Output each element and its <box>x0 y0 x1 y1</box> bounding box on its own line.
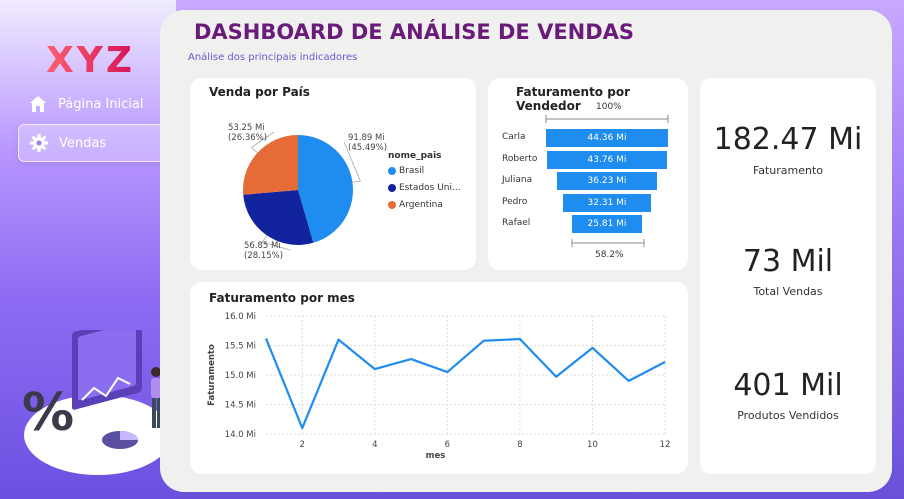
line-point[interactable] <box>589 345 595 351</box>
x-tick-label: 8 <box>517 440 522 450</box>
line-point[interactable] <box>408 356 414 362</box>
funnel-top-pct: 100% <box>596 102 622 112</box>
nav-item-pagina-inicial[interactable]: Página Inicial <box>18 86 170 122</box>
legend-item-argentina[interactable]: Argentina <box>388 200 443 210</box>
funnel-bar[interactable]: 36.23 Mi <box>557 172 657 190</box>
nav-item-vendas[interactable]: Vendas <box>18 124 172 162</box>
funnel-title: Faturamento por Vendedor <box>516 85 630 113</box>
page-subtitle: Análise dos principais indicadores <box>188 52 358 63</box>
line-chart[interactable]: 14.0 Mi 14.5 Mi 15.0 Mi 15.5 Mi 16.0 Mi 2 4 6 8 1… <box>190 282 688 474</box>
nav-item-label: Página Inicial <box>58 96 144 112</box>
pie-pct-label: (45.49%) <box>348 143 387 153</box>
legend-label: Argentina <box>399 200 443 210</box>
kpi-total-vendas-value: 73 Mil <box>742 244 834 279</box>
x-tick-label: 2 <box>300 440 305 450</box>
kpi-produtos-label: Produtos Vendidos <box>737 409 839 422</box>
legend-item-estados-unidos[interactable]: Estados Uni... <box>388 183 461 193</box>
kpi-faturamento-label: Faturamento <box>752 164 824 177</box>
pie-chart[interactable]: 91.89 Mi(45.49%) 56.85 Mi(28.15%) 53.25 Mi… <box>190 78 476 270</box>
pie-card[interactable]: Venda por País 91.89 Mi (45.49%) 56.85 Mi(… <box>190 78 476 270</box>
funnel-bar[interactable]: 43.76 Mi <box>546 150 668 169</box>
funnel-bar[interactable]: 44.36 Mi <box>546 129 668 147</box>
svg-text:%: % <box>22 383 74 443</box>
line-point[interactable] <box>299 425 305 431</box>
x-tick-label: 6 <box>445 440 450 450</box>
main-panel: DASHBOARD DE ANÁLISE DE VENDAS Análise d… <box>160 10 892 492</box>
kpi-produtos-value: 401 Mil <box>733 368 843 403</box>
line-series[interactable] <box>264 337 666 430</box>
legend-dot <box>388 167 396 175</box>
y-axis-label: Faturamento <box>207 344 217 406</box>
pie-title: Venda por País <box>209 85 310 99</box>
kpi-total-vendas-label: Total Vendas <box>753 285 823 298</box>
home-icon <box>30 96 46 112</box>
funnel-category-label: Roberto <box>502 153 538 164</box>
line-card[interactable]: Faturamento por mes 14.0 Mi 14.5 Mi 15.0 M… <box>190 282 688 474</box>
gear-icon <box>30 134 48 152</box>
pie-leader-line <box>261 235 291 251</box>
funnel-category-label: Rafael <box>502 218 531 228</box>
legend-label: Estados Uni... <box>399 183 461 193</box>
funnel-card[interactable]: Faturamento por Vendedor 100% 58.2% Carl… <box>488 78 688 270</box>
pie-slice-0[interactable] <box>298 135 353 243</box>
line-point[interactable] <box>481 338 487 344</box>
legend-title: nome_pais <box>388 151 442 161</box>
pie-pct-label: (28.15%) <box>244 251 283 261</box>
pie-slice-2[interactable] <box>243 135 298 195</box>
pie-leader-line <box>343 141 361 183</box>
line-point[interactable] <box>444 369 450 375</box>
funnel-bottom-pct: 58.2% <box>595 250 624 260</box>
analytics-illustration: % <box>22 330 172 475</box>
x-tick-label: 4 <box>372 440 377 450</box>
x-tick-label: 12 <box>660 440 671 450</box>
y-tick-label: 14.0 Mi <box>225 430 256 440</box>
logo: XYZ <box>46 40 135 81</box>
x-axis-label: mes <box>426 451 446 461</box>
sidebar: XYZ Página Inicial Vendas <box>0 0 176 499</box>
pie-slice-1[interactable] <box>243 190 314 245</box>
line-point[interactable] <box>263 335 269 341</box>
funnel-category-label: Juliana <box>502 175 533 185</box>
funnel-bar[interactable]: 25.81 Mi <box>571 215 643 233</box>
y-tick-label: 15.5 Mi <box>225 342 256 352</box>
pie-value-label: 53.25 Mi <box>228 123 265 133</box>
legend-item-brasil[interactable]: Brasil <box>388 166 424 176</box>
line-title: Faturamento por mes <box>209 291 355 305</box>
line-point[interactable] <box>517 336 523 342</box>
funnel-category-label: Pedro <box>502 196 528 207</box>
legend-dot <box>388 184 396 192</box>
pie-pct-label: (26.36%) <box>228 133 267 143</box>
line-point[interactable] <box>336 337 342 343</box>
y-tick-label: 16.0 Mi <box>225 312 256 322</box>
line-point[interactable] <box>553 374 559 380</box>
legend-label: Brasil <box>399 166 425 176</box>
nav-item-label: Vendas <box>59 135 107 151</box>
y-tick-label: 14.5 Mi <box>225 401 256 411</box>
page-title: DASHBOARD DE ANÁLISE DE VENDAS <box>194 20 635 44</box>
line-point[interactable] <box>626 378 632 384</box>
kpi-faturamento-value: 182.47 Mi <box>713 122 863 157</box>
pie-value-label: 91.89 Mi <box>348 133 385 143</box>
line-point[interactable] <box>372 366 378 372</box>
funnel-bracket-lines <box>545 115 669 247</box>
line-point[interactable] <box>662 359 668 365</box>
x-tick-label: 10 <box>587 440 598 450</box>
y-tick-label: 15.0 Mi <box>225 371 256 381</box>
pie-value-label: 56.85 Mi <box>244 241 281 251</box>
funnel-category-label: Carla <box>502 132 526 142</box>
funnel-bar[interactable]: 32.31 Mi <box>562 193 652 212</box>
pie-leader-line <box>250 131 275 154</box>
legend-dot <box>388 201 396 209</box>
kpi-card: 182.47 Mi Faturamento 73 Mil Total Venda… <box>700 78 876 474</box>
